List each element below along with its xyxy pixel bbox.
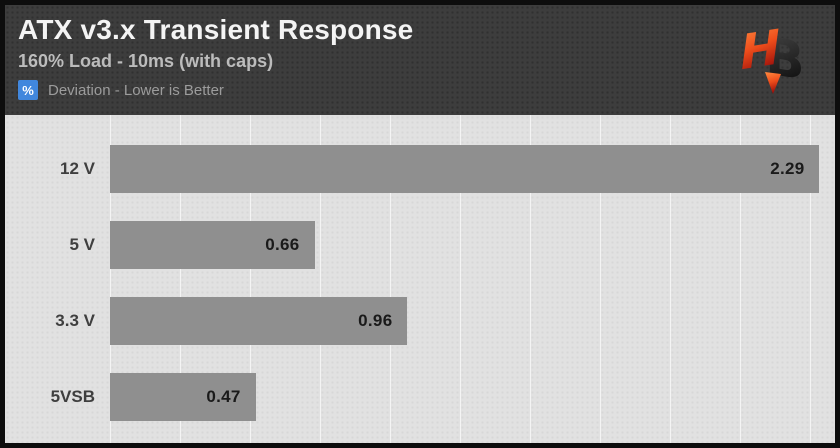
bar: 0.47 xyxy=(110,373,256,421)
hwbusters-logo: B H xyxy=(737,18,805,94)
bar-value-label: 0.47 xyxy=(206,387,241,406)
chart-title: ATX v3.x Transient Response xyxy=(18,14,414,45)
bar-track: 2.29 xyxy=(110,145,835,193)
bar-value-label: 0.96 xyxy=(358,311,393,330)
category-label: 12 V xyxy=(60,159,95,178)
logo-point xyxy=(765,72,781,94)
bar-track: 0.47 xyxy=(110,373,835,421)
bar: 2.29 xyxy=(110,145,820,193)
bar-track: 0.96 xyxy=(110,297,835,345)
chart-row: 12 V 2.29 xyxy=(5,131,835,207)
bar-rows: 12 V 2.29 5 V 0.66 3.3 V 0.96 5VSB 0.47 xyxy=(5,131,835,435)
bar-track: 0.66 xyxy=(110,221,835,269)
chart-header: ATX v3.x Transient Response 160% Load - … xyxy=(5,5,835,115)
bar: 0.66 xyxy=(110,221,315,269)
bar: 0.96 xyxy=(110,297,408,345)
chart-subtitle: 160% Load - 10ms (with caps) xyxy=(18,51,274,71)
category-label: 5VSB xyxy=(50,387,95,406)
percent-badge: % xyxy=(18,80,38,100)
chart-row: 3.3 V 0.96 xyxy=(5,283,835,359)
chart-row: 5 V 0.66 xyxy=(5,207,835,283)
bar-value-label: 2.29 xyxy=(770,159,805,178)
chart-tagline: Deviation - Lower is Better xyxy=(48,81,224,99)
bar-value-label: 0.66 xyxy=(265,235,300,254)
legend-row: % Deviation - Lower is Better xyxy=(18,80,835,100)
category-label: 3.3 V xyxy=(55,311,95,330)
chart-area: 12 V 2.29 5 V 0.66 3.3 V 0.96 5VSB 0.47 xyxy=(5,115,835,443)
logo-letter-h: H xyxy=(737,18,784,82)
category-label: 5 V xyxy=(69,235,95,254)
chart-row: 5VSB 0.47 xyxy=(5,359,835,435)
